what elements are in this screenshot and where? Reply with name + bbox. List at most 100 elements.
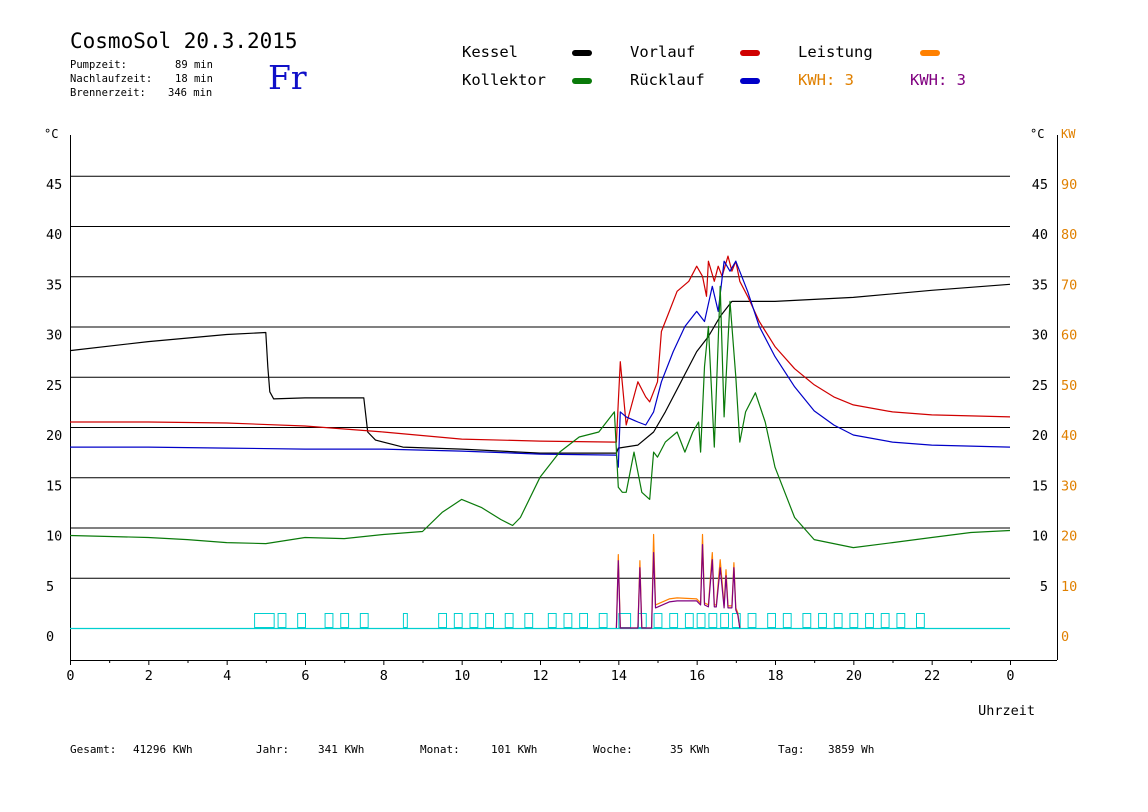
kw-tick-label: 0 xyxy=(1061,629,1069,645)
pump-on-interval xyxy=(669,613,679,628)
y-tick-label-right: 10 xyxy=(1032,529,1048,545)
kw-tick-label: 90 xyxy=(1061,177,1077,193)
left-axis-unit: °C xyxy=(44,127,59,141)
y-tick-label-left: 25 xyxy=(46,378,62,394)
y-tick-label-right: 30 xyxy=(1032,328,1048,344)
pump-on-interval xyxy=(340,613,350,628)
x-tick-label: 0 xyxy=(66,668,74,684)
brenner-time-value: 346 min xyxy=(168,87,213,99)
x-tick-label: 0 xyxy=(1006,668,1014,684)
pump-on-interval xyxy=(598,613,608,628)
kw-tick-label: 50 xyxy=(1061,378,1077,394)
footer-jahr-label: Jahr: xyxy=(256,743,290,756)
y-tick-label-right: 5 xyxy=(1040,579,1048,595)
footer-gesamt-value: 41296 KWh xyxy=(133,743,193,756)
brenner-time-label: Brennerzeit: xyxy=(70,87,146,99)
x-tick-label: 22 xyxy=(924,668,940,684)
kw-tick-label: 10 xyxy=(1061,579,1077,595)
y-tick-label-right: 20 xyxy=(1032,428,1048,444)
x-tick-label: 4 xyxy=(223,668,231,684)
pump-on-interval xyxy=(579,613,589,628)
y-tick-label-left: 0 xyxy=(46,629,54,645)
y-tick-label-right: 40 xyxy=(1032,227,1048,243)
pump-on-interval xyxy=(802,613,812,628)
footer-jahr-value: 341 KWh xyxy=(318,743,365,756)
pump-on-interval xyxy=(485,613,494,628)
footer-gesamt-label: Gesamt: xyxy=(70,743,117,756)
legend-ruecklauf-label: Rücklauf xyxy=(630,71,705,89)
legend-ruecklauf-swatch xyxy=(740,78,760,84)
nachlauf-time-label: Nachlaufzeit: xyxy=(70,73,153,85)
series-line-kollektor xyxy=(69,285,1011,549)
kw-tick-label: 80 xyxy=(1061,227,1077,243)
footer-monat-value: 101 KWh xyxy=(491,743,538,756)
pump-on-interval xyxy=(637,613,647,628)
x-tick-label: 12 xyxy=(532,668,548,684)
pump-on-interval xyxy=(747,613,757,628)
pump-on-interval xyxy=(896,613,906,628)
footer-monat-label: Monat: xyxy=(420,743,460,756)
series-line-ruecklauf xyxy=(70,260,1011,468)
kw-tick-label: 30 xyxy=(1061,478,1077,494)
pump-on-interval xyxy=(254,613,275,628)
y-tick-label-left: 10 xyxy=(46,529,62,545)
legend-vorlauf-label: Vorlauf xyxy=(630,43,696,61)
nachlauf-time-value: 18 min xyxy=(175,73,213,85)
legend-kessel-swatch xyxy=(572,50,592,56)
weekday-label: Fr xyxy=(268,58,307,97)
footer-woche-value: 35 KWh xyxy=(670,743,710,756)
pump-on-interval xyxy=(833,613,843,628)
kw-tick-label: 20 xyxy=(1061,529,1077,545)
legend-kollektor-label: Kollektor xyxy=(462,71,546,89)
pump-time-value: 89 min xyxy=(175,59,213,71)
pump-on-interval xyxy=(453,613,463,628)
pump-on-interval xyxy=(469,613,479,628)
pump-on-interval xyxy=(524,613,534,628)
footer-tag-value: 3859 Wh xyxy=(828,743,875,756)
x-tick-label: 6 xyxy=(301,668,309,684)
y-tick-label-left: 5 xyxy=(46,579,54,595)
footer-woche-label: Woche: xyxy=(593,743,633,756)
legend-leistung-swatch xyxy=(920,50,940,56)
legend-vorlauf-swatch xyxy=(740,50,760,56)
pump-on-interval xyxy=(720,613,730,628)
legend-kwh-orange: KWH: 3 xyxy=(798,71,854,89)
x-tick-label: 2 xyxy=(145,668,153,684)
pump-time-label: Pumpzeit: xyxy=(70,59,127,71)
pump-on-interval xyxy=(782,613,792,628)
x-tick-label: 20 xyxy=(846,668,862,684)
pump-on-interval xyxy=(731,613,741,628)
pump-on-interval xyxy=(916,613,925,628)
kw-tick-label: 60 xyxy=(1061,328,1077,344)
y-tick-label-left: 20 xyxy=(46,428,62,444)
series-line-vorlauf xyxy=(70,255,1011,443)
pump-on-interval xyxy=(767,613,777,628)
y-tick-label-left: 35 xyxy=(46,277,62,293)
legend-kwh-purple: KWH: 3 xyxy=(910,71,966,89)
pump-on-interval xyxy=(277,613,287,628)
legend-kollektor-swatch xyxy=(572,78,592,84)
pump-on-interval xyxy=(849,613,859,628)
chart-title: CosmoSol 20.3.2015 xyxy=(70,29,298,53)
right-axis-unit: °C xyxy=(1030,127,1045,141)
pump-on-interval xyxy=(880,613,890,628)
pump-on-interval xyxy=(653,613,663,628)
y-tick-label-left: 15 xyxy=(46,478,62,494)
pump-on-interval xyxy=(547,613,557,628)
y-tick-label-left: 30 xyxy=(46,328,62,344)
kw-tick-label: 40 xyxy=(1061,428,1077,444)
pump-on-interval xyxy=(402,613,408,628)
x-tick-label: 18 xyxy=(767,668,783,684)
pump-on-interval xyxy=(696,613,706,628)
pump-on-interval xyxy=(818,613,827,628)
pump-on-interval xyxy=(865,613,874,628)
y-tick-label-right: 35 xyxy=(1032,277,1048,293)
y-tick-label-right: 25 xyxy=(1032,378,1048,394)
pump-on-interval xyxy=(563,613,573,628)
x-tick-label: 10 xyxy=(454,668,470,684)
x-tick-label: 16 xyxy=(689,668,705,684)
pump-on-interval xyxy=(359,613,369,628)
y-tick-label-right: 45 xyxy=(1032,177,1048,193)
y-tick-label-left: 40 xyxy=(46,227,62,243)
